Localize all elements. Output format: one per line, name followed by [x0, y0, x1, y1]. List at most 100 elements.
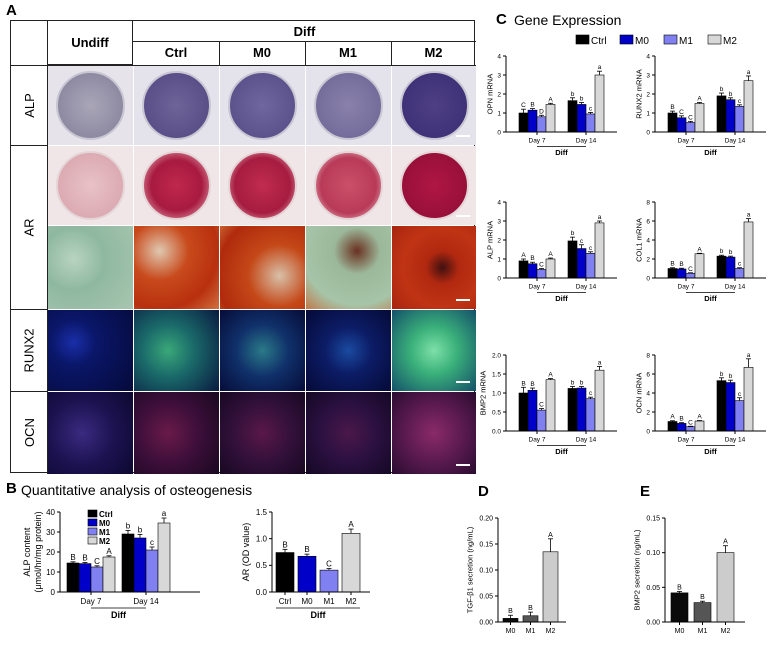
bmp2_secretion-ytick-label-1: 0.05: [646, 585, 660, 592]
bmp2_mrna-m1-g1-sig-label: c: [589, 390, 593, 397]
bmp2_mrna-ylabel-0: BMP2 mRNA: [478, 371, 487, 416]
col1-m0-g0-sig-label: B: [679, 261, 683, 268]
col1-ctrl-g1-bar: [716, 255, 727, 279]
opn-ylabel-0: OPN mRNA: [485, 74, 494, 114]
runx2-fluor-m1: [306, 310, 391, 391]
col1-ytick-label-4: 8: [646, 199, 650, 206]
tgfb1-ylabel-0: TGF-β1 secretion (ng/mL): [466, 526, 475, 613]
alp_mrna-xtick-label-1: Day 14: [576, 284, 597, 291]
alp_mrna-ctrl-g1-bar: [567, 240, 578, 279]
bmp2_mrna-m0-g1-bar: [576, 387, 587, 432]
bmp2_mrna-m0-g1-sig-label: b: [580, 380, 584, 387]
ar-well-undiff: [48, 146, 133, 225]
alp_content-m2-g1-bar: [157, 522, 171, 593]
bmp2_secretion-m0-sig-label: B: [677, 584, 682, 591]
runx2-ytick-label-4: 4: [646, 53, 650, 60]
alp_mrna-ytick-label-0: 0: [497, 275, 501, 282]
alp_content-xtick-label-0: Day 7: [81, 597, 102, 606]
bmp2_mrna-m2-g0-bar: [545, 379, 556, 432]
header-diff: Diff: [293, 24, 316, 39]
tgfb1-m2-sig-label: A: [548, 532, 553, 539]
alp_mrna-ytick-label-1: 1: [497, 256, 501, 263]
ocn_mrna-ytick-label-2: 4: [646, 390, 650, 397]
legend-b-label-ctrl: Ctrl: [99, 510, 113, 519]
col1-ytick-label-3: 6: [646, 218, 650, 225]
tgfb1-xtick-label-1: M1: [526, 628, 536, 635]
opn-m0-g1-sig-label: b: [580, 96, 584, 103]
ocn-fluor-m2: [392, 392, 476, 474]
col1-ytick-label-0: 0: [646, 275, 650, 282]
panel-b-letter: B: [6, 480, 17, 497]
alp_mrna-ctrl-g0-sig-label: A: [521, 252, 526, 259]
ar-micro-m0: [220, 226, 305, 309]
ocn_mrna-m1-g0-bar: [685, 426, 696, 432]
ar_od-ylabel-0: AR (OD value): [241, 523, 251, 582]
alp_content-ytick-label-3: 30: [46, 528, 55, 537]
col1-m2-g1-sig-label: a: [747, 212, 751, 219]
alp_mrna-ytick-label-4: 4: [497, 199, 501, 206]
runx2-ylabel-0: RUNX2 mRNA: [634, 69, 643, 119]
ocn_mrna-ytick-label-4: 8: [646, 352, 650, 359]
opn-m2-g0-sig-label: A: [548, 96, 553, 103]
legend-c-swatch-ctrl: [575, 34, 590, 45]
ocn_mrna-m0-g0-sig-label: B: [679, 416, 683, 423]
runx2-m1-g0-bar: [685, 122, 696, 133]
alp_content-m1-g0-bar: [90, 566, 104, 593]
runx2-m0-g0-sig-label: C: [679, 109, 684, 116]
alp_content-m2-g1-sig-label: a: [162, 509, 167, 518]
alp_content-ctrl-g1-sig-label: b: [126, 521, 131, 530]
bmp2_mrna-m2-g1-bar: [594, 369, 605, 432]
staining-image-grid: Undiff Diff Ctrl M0 M1 M2 ALP AR RUNX2 O…: [10, 20, 476, 474]
ocn_mrna-m0-g1-bar: [725, 382, 736, 432]
ar_od-ytick-label-3: 1.5: [256, 508, 268, 517]
bmp2_secretion-m0-bar: [670, 592, 689, 623]
tgfb1-ytick-label-4: 0.20: [479, 515, 493, 522]
alp_content-ylabel-0: ALP content: [22, 527, 32, 576]
alp_content-ctrl-g0-sig-label: B: [70, 553, 75, 562]
alp_content-m0-g1-sig-label: b: [138, 525, 143, 534]
ocn_mrna-xtick-label-0: Day 7: [678, 437, 695, 444]
alp_mrna-ytick-label-3: 3: [497, 218, 501, 225]
bmp2_secretion-m1-bar: [693, 602, 712, 623]
bmp2_mrna-ctrl-g0-bar: [518, 392, 529, 432]
opn-ytick-label-3: 3: [497, 72, 501, 79]
legend-c-label-m1: M1: [679, 36, 693, 47]
alp_mrna-m2-g0-bar: [545, 258, 556, 279]
bmp2_mrna-m0-g0-sig-label: B: [530, 381, 534, 388]
ar_od-xtick-label-2: M1: [323, 597, 335, 606]
bmp2_mrna-m1-g0-sig-label: C: [539, 402, 544, 409]
legend-b-label-m1: M1: [99, 528, 111, 537]
col1-ytick-label-2: 4: [646, 237, 650, 244]
col1-ylabel-0: COL1 mRNA: [634, 218, 643, 262]
col1-m1-g1-bar: [734, 268, 745, 279]
header-m2: M2: [424, 45, 443, 60]
alp_mrna-ctrl-g0-bar: [518, 260, 529, 279]
ocn_mrna-ylabel-0: OCN mRNA: [634, 373, 643, 414]
bmp2_secretion-m1-sig-label: B: [700, 594, 705, 601]
alp_mrna-m1-g0-bar: [536, 269, 547, 279]
alp_content-m1-g0-sig-label: C: [94, 557, 100, 566]
ocn_mrna-m1-g1-sig-label: c: [738, 391, 742, 398]
ocn_mrna-m0-g0-bar: [676, 423, 687, 432]
bmp2_mrna-m2-g0-sig-label: A: [548, 372, 553, 379]
ar-micro-m1: [306, 226, 391, 309]
ar-micro-m2: [392, 226, 476, 309]
alp_content-ctrl-g1-bar: [121, 533, 135, 593]
opn-m0-g0-bar: [527, 109, 538, 133]
alp_content-m0-g0-bar: [78, 563, 92, 593]
col1-m0-g1-sig-label: b: [729, 249, 733, 256]
opn-m1-g0-sig-label: D: [539, 108, 544, 115]
ocn_mrna-ctrl-g0-bar: [667, 421, 678, 432]
alp_mrna-m2-g1-bar: [594, 222, 605, 279]
runx2-ytick-label-1: 1: [646, 110, 650, 117]
col1-ytick-label-1: 2: [646, 256, 650, 263]
bmp2_mrna-xtick-label-1: Day 14: [576, 437, 597, 444]
bmp2_mrna-ytick-label-2: 1.0: [492, 390, 501, 397]
ar-micro-ctrl: [134, 226, 219, 309]
ar_od-m2-sig-label: A: [348, 520, 354, 529]
panel-d-letter: D: [478, 483, 489, 500]
bmp2_mrna-ytick-label-3: 1.5: [492, 371, 501, 378]
panel-e-letter: E: [640, 483, 651, 500]
opn-ctrl-g0-bar: [518, 112, 529, 133]
